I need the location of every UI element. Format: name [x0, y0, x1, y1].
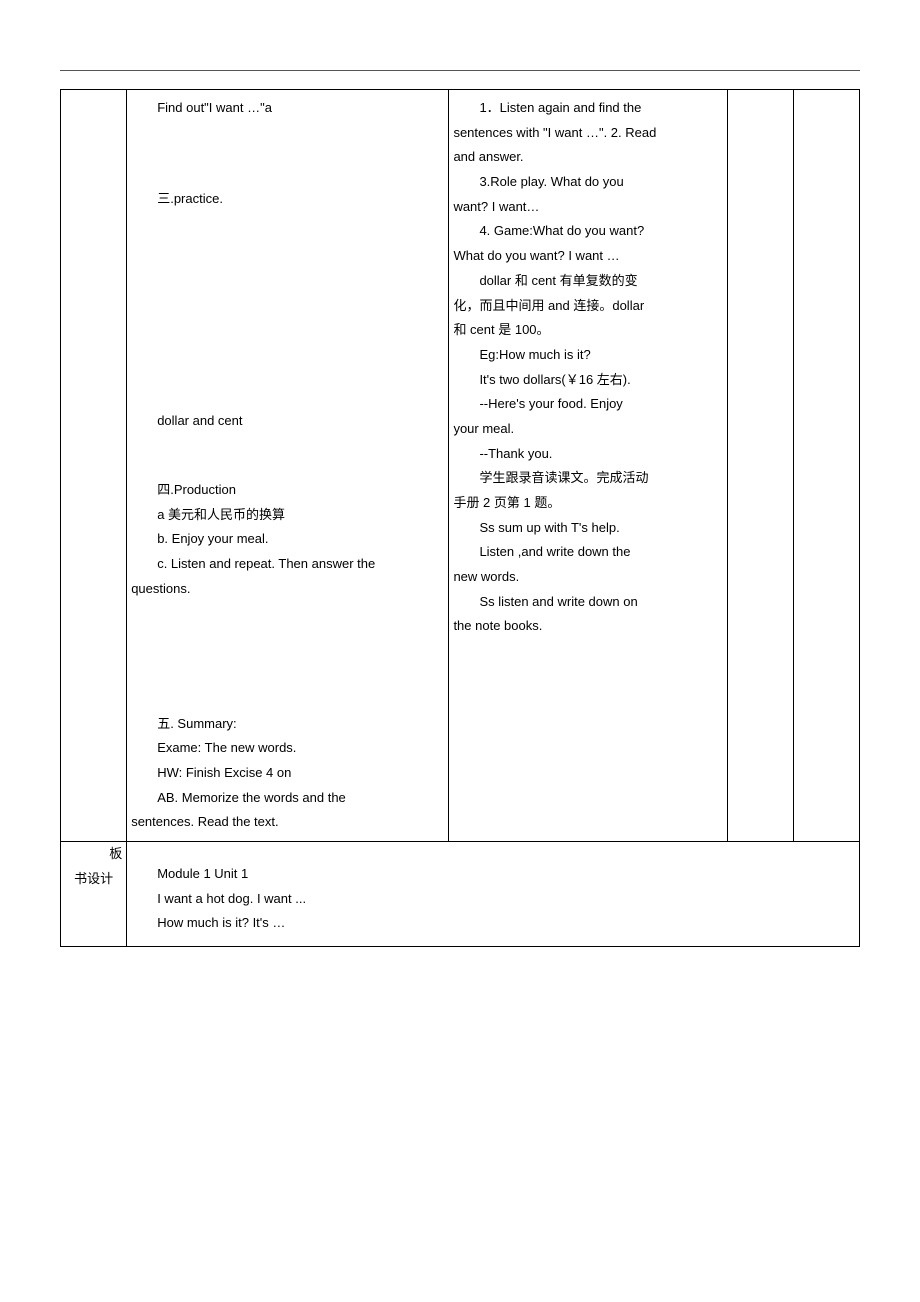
- body-text: dollar 和 cent 有单复数的变: [453, 269, 722, 294]
- body-text: --Here's your food. Enjoy: [453, 392, 722, 417]
- body-text: 和 cent 是 100。: [453, 318, 722, 343]
- body-text: Ss sum up with T's help.: [453, 516, 722, 541]
- spacer: [131, 121, 444, 187]
- cell-empty-e: [793, 90, 859, 842]
- label-text: 板: [61, 842, 126, 867]
- table-row: Find out"I want …"a 三.practice. dollar and…: [61, 90, 860, 842]
- spacer: [131, 343, 444, 409]
- body-text: What do you want? I want …: [453, 244, 722, 269]
- body-text: 化，而且中间用 and 连接。dollar: [453, 294, 722, 319]
- cell-empty-d: [727, 90, 793, 842]
- body-text: Exame: The new words.: [131, 736, 444, 761]
- body-text: It's two dollars(￥16 左右).: [453, 368, 722, 393]
- body-text: 手册 2 页第 1 题。: [453, 491, 722, 516]
- spacer: [131, 668, 444, 712]
- body-text: b. Enjoy your meal.: [131, 527, 444, 552]
- body-text: HW: Finish Excise 4 on: [131, 761, 444, 786]
- lesson-plan-table: Find out"I want …"a 三.practice. dollar and…: [60, 89, 860, 947]
- body-text: c. Listen and repeat. Then answer the: [131, 552, 444, 577]
- cell-board-design-label: 板 书设计: [61, 841, 127, 946]
- spacer: [131, 602, 444, 668]
- body-text: 五. Summary:: [131, 712, 444, 737]
- body-text: Ss listen and write down on: [453, 590, 722, 615]
- cell-empty-left: [61, 90, 127, 842]
- body-text: and answer.: [453, 145, 722, 170]
- table-row: 板 书设计 Module 1 Unit 1I want a hot dog. I…: [61, 841, 860, 946]
- body-text: your meal.: [453, 417, 722, 442]
- body-text: 4. Game:What do you want?: [453, 219, 722, 244]
- spacer: [131, 211, 444, 277]
- body-text: want? I want…: [453, 195, 722, 220]
- cell-board-design-content: Module 1 Unit 1I want a hot dog. I want …: [127, 841, 860, 946]
- body-text: dollar and cent: [131, 409, 444, 434]
- body-text: new words.: [453, 565, 722, 590]
- body-text: sentences with "I want …". 2. Read: [453, 121, 722, 146]
- spacer: [131, 434, 444, 478]
- body-text: Module 1 Unit 1: [131, 862, 855, 887]
- body-text: 学生跟录音读课文。完成活动: [453, 466, 722, 491]
- body-text: AB. Memorize the words and the: [131, 786, 444, 811]
- body-text: 3.Role play. What do you: [453, 170, 722, 195]
- body-text: 四.Production: [131, 478, 444, 503]
- cell-teacher-activity: Find out"I want …"a 三.practice. dollar and…: [127, 90, 449, 842]
- body-text: How much is it? It's …: [131, 911, 855, 936]
- body-text: I want a hot dog. I want ...: [131, 887, 855, 912]
- body-text: --Thank you.: [453, 442, 722, 467]
- body-text: the note books.: [453, 614, 722, 639]
- spacer: [131, 277, 444, 343]
- body-text: 三.practice.: [131, 187, 444, 212]
- body-text: Eg:How much is it?: [453, 343, 722, 368]
- header-rule: [60, 70, 860, 71]
- body-text: questions.: [131, 577, 444, 602]
- page: Find out"I want …"a 三.practice. dollar and…: [0, 0, 920, 1007]
- label-text: 书设计: [61, 867, 126, 892]
- body-text: Find out"I want …"a: [131, 96, 444, 121]
- body-text: a 美元和人民币的换算: [131, 503, 444, 528]
- body-text: sentences. Read the text.: [131, 810, 444, 835]
- body-text: 1．Listen again and find the: [453, 96, 722, 121]
- cell-student-activity: 1．Listen again and find thesentences wit…: [449, 90, 727, 842]
- body-text: Listen ,and write down the: [453, 540, 722, 565]
